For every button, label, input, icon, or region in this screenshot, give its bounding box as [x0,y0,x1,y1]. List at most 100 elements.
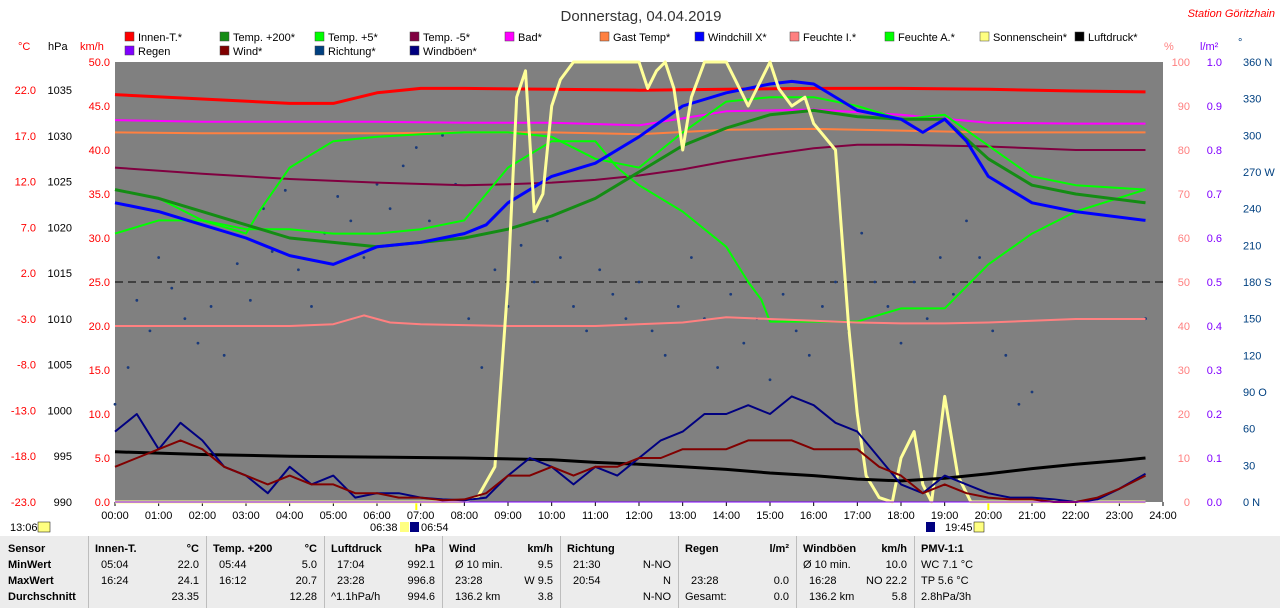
kmh-tick: 40.0 [89,145,110,157]
legend-label: Temp. +200* [233,32,296,44]
stats-col-sensor: Sensor MinWert MaxWert Durchschnitt [0,536,88,608]
kmh-tick: 45.0 [89,101,110,113]
legend-label: Luftdruck* [1088,32,1138,44]
direction-point [170,286,174,290]
stats-regen-unit: l/m² [769,543,789,555]
legend-label: Regen [138,46,170,58]
direction-point [362,256,366,259]
rain-tick: 0.4 [1207,321,1222,333]
legend-swatch [599,31,610,42]
time-tick: 22:00 [1062,510,1090,522]
chart-canvas: Donnerstag, 04.04.2019 Station Göritzhai… [10,8,1276,534]
stats-regen-header: Regen [685,543,719,555]
percent-tick: 60 [1178,233,1190,245]
direction-point [545,219,549,223]
direction-point [794,329,798,333]
hpa-tick: 1025 [48,177,72,189]
direction-tick: 0 N [1243,497,1260,509]
direction-point [283,188,287,192]
stats-pmv-dewpoint: TP 5.6 °C [921,575,969,587]
direction-point [821,305,824,308]
kmh-tick: 0.0 [95,497,110,509]
percent-tick: 70 [1178,189,1190,201]
time-tick: 16:00 [800,510,828,522]
direction-point [1017,402,1021,406]
rain-tick: 1.0 [1207,57,1222,69]
left-axes: 50.0 45.0 40.0 35.0 30.0 25.0 20.0 15.0 10.0 5.0 0… [11,57,110,509]
stats-temp200-max-value: 20.7 [295,575,317,587]
direction-point [572,305,575,308]
legend-swatch [979,31,990,42]
rain-tick: 0.0 [1207,497,1222,509]
sun-markers: 13:06 06:38 06:54 19:45 [10,521,985,534]
direction-point [650,329,654,333]
direction-point [297,268,300,272]
direction-point [349,219,353,223]
celsius-tick: -18.0 [11,451,36,463]
stats-col-temp200: Temp. +200 °C 05:44 5.0 16:12 20.7 12.28 [206,536,325,608]
stats-temp200-max-time: 16:12 [219,575,247,587]
direction-point [113,402,117,406]
series-line [114,86,1146,105]
stats-innen-min-value: 22.0 [177,559,199,571]
stats-col-wind: Wind km/h Ø 10 min. 9.5 23:28 W 9.5 136.… [442,536,561,608]
time-tick: 11:00 [582,510,609,522]
direction-point [611,292,615,296]
direction-point [899,341,903,345]
direction-tick: 90 O [1243,387,1267,399]
stats-temp200-avg-value: 12.28 [289,591,317,603]
direction-point [414,146,418,149]
rain-tick: 0.8 [1207,145,1222,157]
time-tick: 15:00 [756,510,784,522]
legend-swatch [124,31,135,42]
stats-richtung-max-value: N [663,575,671,587]
stats-regen-max-time: 23:28 [691,575,719,587]
celsius-tick: -23.0 [11,497,36,509]
direction-point [585,329,588,333]
kmh-tick: 50.0 [89,57,110,69]
stats-innen-max-time: 16:24 [101,575,129,587]
hpa-tick: 1035 [48,85,72,97]
stats-innen-avg-value: 23.35 [171,591,199,603]
stats-temp200-min-time: 05:44 [219,559,247,571]
stats-pmv-header: PMV-1:1 [921,543,964,555]
stats-wind-unit: km/h [527,543,553,555]
stats-temp200-min-value: 5.0 [301,559,317,571]
direction-point [480,366,484,369]
direction-point [519,243,523,247]
direction-point [873,280,877,284]
direction-point [148,329,152,333]
series-line [114,140,1146,323]
time-tick: 14:00 [713,510,741,522]
series-line [114,96,1146,235]
time-tick: 08:00 [451,510,479,522]
direction-tick: 120 [1243,350,1261,362]
legend-swatch [409,45,420,56]
rain-tick: 0.1 [1207,453,1222,465]
direction-point [742,341,746,345]
series-line [114,439,1146,503]
stats-luftdruck-trend: ^1.1hPa/h [331,591,381,603]
stats-temp200-unit: °C [304,543,317,555]
hpa-tick: 1030 [48,131,72,143]
direction-point [860,231,864,235]
sunrise-b-label: 06:54 [421,522,449,534]
time-tick: 00:00 [101,510,129,522]
direction-point [441,133,444,137]
direction-tick: 300 [1243,130,1261,142]
direction-point [428,219,431,223]
stats-col-richtung: Richtung 21:30 N-NO 20:54 N N-NO [560,536,679,608]
stats-max-label: MaxWert [8,575,54,587]
legend-swatch [219,31,230,42]
rain-tick: 0.7 [1207,189,1222,201]
direction-unit-label: ° [1238,37,1242,49]
stats-luftdruck-min-time: 17:04 [337,559,365,571]
rain-tick: 0.6 [1207,233,1222,245]
legend-label: Temp. +5* [328,32,379,44]
stats-col-regen: Regen l/m² 23:28 0.0 Gesamt: 0.0 [678,536,797,608]
direction-point [886,305,890,308]
hpa-tick: 1010 [48,314,72,326]
sunset-label: 19:45 [945,522,973,534]
direction-point [248,298,252,302]
stats-min-label: MinWert [8,559,52,571]
